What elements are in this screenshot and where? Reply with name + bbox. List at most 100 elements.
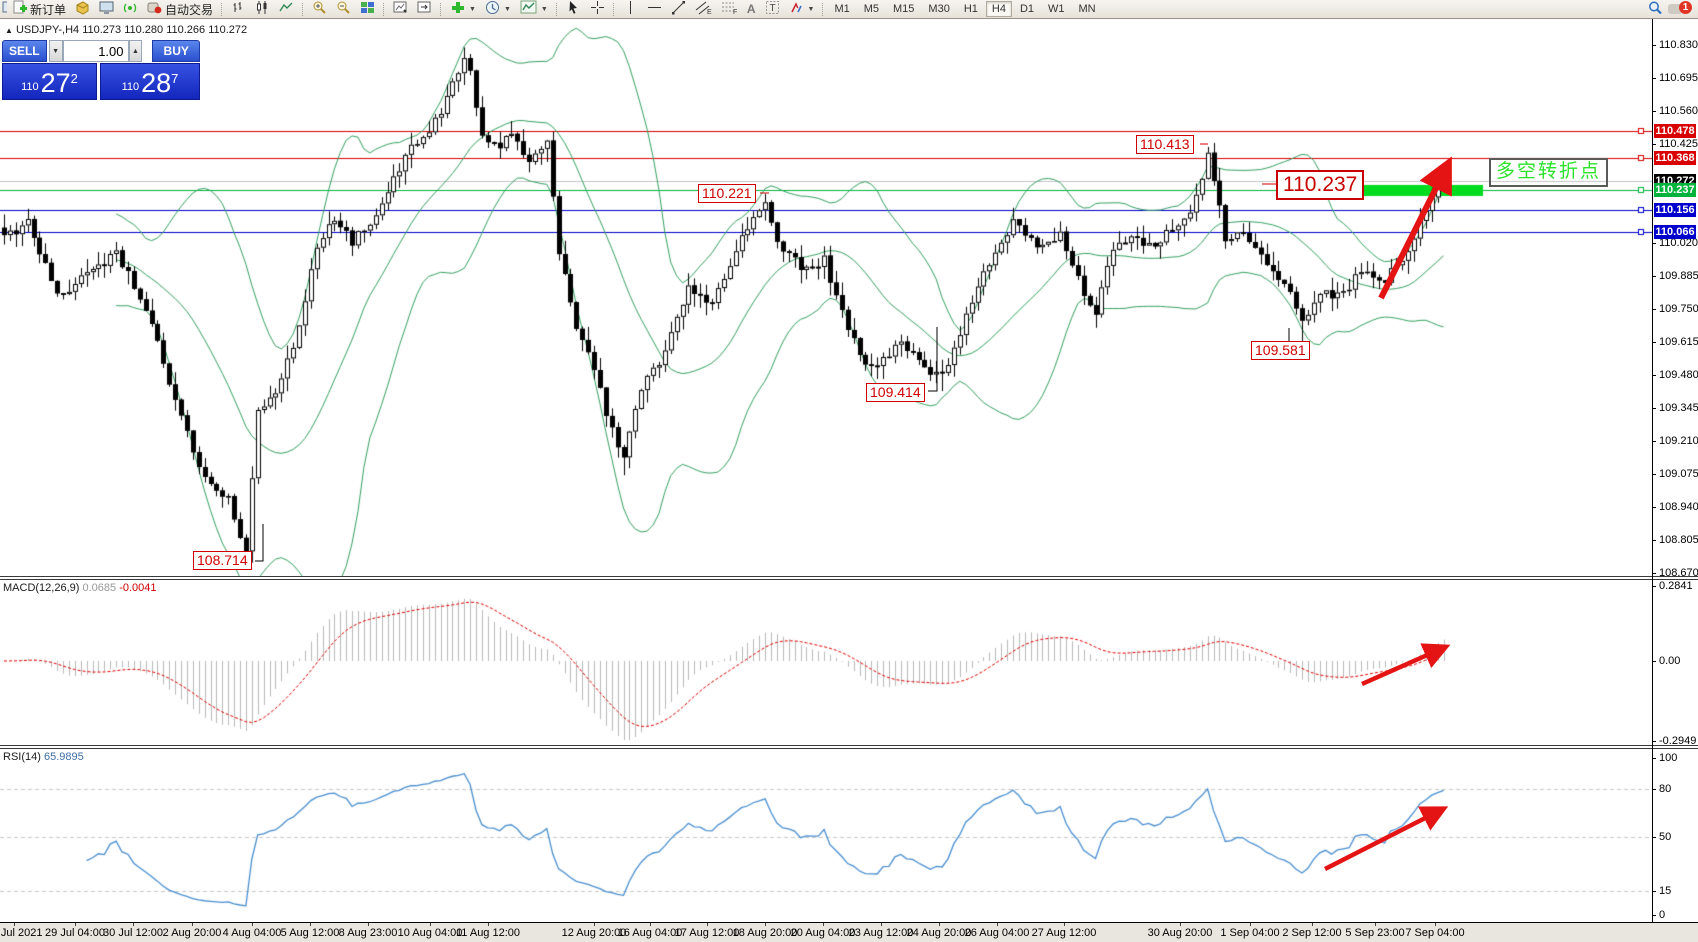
main-price-chart[interactable] <box>0 18 1652 576</box>
timeframe-m30[interactable]: M30 <box>928 3 950 15</box>
dropdown-caret-icon: ▼ <box>540 5 548 13</box>
dropdown-caret-icon: ▼ <box>503 5 511 13</box>
trendline-tool-button[interactable] <box>667 0 690 19</box>
price-annotation-label[interactable]: 108.714 <box>193 551 252 570</box>
line-chart-icon <box>279 0 294 18</box>
collapse-arrow-icon[interactable]: ▲ <box>5 26 13 35</box>
timeframe-h1[interactable]: H1 <box>963 3 978 15</box>
macd-pane[interactable] <box>0 580 1652 745</box>
price-annotation-label[interactable]: 110.221 <box>698 184 756 203</box>
cursor-tool-button[interactable] <box>562 0 585 19</box>
zoom-in-icon <box>312 0 327 18</box>
rsi-pane[interactable] <box>0 749 1652 922</box>
buy-button[interactable]: BUY <box>152 40 200 62</box>
pane-separator[interactable] <box>0 745 1698 749</box>
chart-window-icon <box>2 0 7 19</box>
price-annotation-label[interactable]: 109.414 <box>866 383 925 402</box>
vertical-line-icon <box>623 0 638 18</box>
price-tick-mark <box>1652 374 1656 376</box>
search-icon <box>1647 0 1663 19</box>
dropdown-caret-icon: ▼ <box>469 5 476 13</box>
rsi-label: RSI(14) 65.9895 <box>3 751 84 763</box>
price-annotation-label[interactable]: 110.413 <box>1136 135 1194 154</box>
equidistant-channel-icon: E <box>695 0 712 18</box>
autotrading-button[interactable]: 自动交易 <box>143 0 217 19</box>
vline-tool-button[interactable] <box>619 0 642 19</box>
zoom-out-button[interactable] <box>332 0 355 19</box>
autotrading-label: 自动交易 <box>165 2 214 17</box>
hline-tool-button[interactable] <box>643 0 666 19</box>
auto-arrange-button[interactable] <box>389 0 412 19</box>
rsi-tick-label: 15 <box>1659 885 1672 897</box>
price-tick-label: 109.885 <box>1659 269 1698 282</box>
label-tool-button[interactable]: T <box>761 0 784 19</box>
timeframe-w1[interactable]: W1 <box>1048 3 1065 15</box>
tile-windows-button[interactable] <box>356 0 379 19</box>
notifications-button[interactable]: 1 <box>1668 1 1692 17</box>
price-tick-mark <box>1652 341 1656 343</box>
search-button[interactable] <box>1643 0 1667 19</box>
time-axis-label: 2 Aug 20:00 <box>162 927 222 939</box>
time-tick-mark <box>368 923 369 926</box>
volume-decrease-button[interactable]: ▼ <box>48 40 63 62</box>
time-axis-label: 26 Aug 04:00 <box>964 927 1030 939</box>
svg-text:T: T <box>769 3 775 14</box>
line-chart-mode-button[interactable] <box>275 0 298 19</box>
time-tick-mark <box>488 923 489 926</box>
time-axis-label: 5 Aug 12:00 <box>280 927 340 939</box>
pane-separator[interactable] <box>0 576 1698 580</box>
timeframe-m5[interactable]: M5 <box>863 3 880 15</box>
timeframe-d1[interactable]: D1 <box>1019 3 1035 15</box>
price-tick-label: 110.020 <box>1659 236 1698 249</box>
signals-button[interactable] <box>119 0 142 19</box>
arrows-tool-button[interactable]: ▼ <box>785 0 819 19</box>
time-tick-mark <box>707 923 708 926</box>
tile-windows-icon <box>360 0 375 18</box>
key-level-label[interactable]: 110.237 <box>1276 170 1365 200</box>
chart-shift-button[interactable] <box>413 0 436 19</box>
market-watch-button[interactable] <box>71 0 94 19</box>
indicators-list-button[interactable]: ▼ <box>516 0 552 19</box>
sell-price-display[interactable]: 110 27 2 <box>2 63 97 100</box>
rsi-tick-mark <box>1652 789 1656 790</box>
timeframe-m1[interactable]: M1 <box>834 3 850 15</box>
candle-chart-mode-button[interactable] <box>251 0 274 19</box>
period-button[interactable]: ▼ <box>481 0 515 19</box>
price-tick-label: 109.210 <box>1659 434 1698 447</box>
text-tool-button[interactable]: A <box>743 0 760 19</box>
timeframe-h4[interactable]: H4 <box>985 1 1012 17</box>
cursor-icon <box>566 0 581 18</box>
price-tick-label: 110.830 <box>1659 39 1698 51</box>
turning-point-note[interactable]: 多空转折点 <box>1489 158 1609 187</box>
fibonacci-tool-button[interactable]: F <box>717 0 742 19</box>
volume-input[interactable] <box>62 40 129 62</box>
time-tick-mark <box>1064 923 1065 926</box>
crosshair-tool-button[interactable] <box>586 0 609 19</box>
macd-tick-label: 0.2841 <box>1659 580 1693 592</box>
timeframe-mn[interactable]: MN <box>1078 3 1096 15</box>
bar-chart-icon <box>231 0 246 18</box>
timeframe-m15[interactable]: M15 <box>893 3 915 15</box>
terminal-button[interactable] <box>95 0 118 19</box>
symbol-info: ▲ USDJPY-,H4 110.273 110.280 110.266 110… <box>5 24 247 36</box>
buy-price-display[interactable]: 110 28 7 <box>100 63 200 100</box>
channel-tool-button[interactable]: E <box>691 0 716 19</box>
rsi-tick-label: 0 <box>1659 909 1666 921</box>
bar-chart-mode-button[interactable] <box>227 0 250 19</box>
time-tick-mark <box>192 923 193 926</box>
time-axis-label: 27 Jul 2021 <box>0 927 43 939</box>
toolbar-separator <box>437 2 445 17</box>
price-badge: 110.237 <box>1654 182 1696 197</box>
time-tick-mark <box>939 923 940 926</box>
volume-increase-button[interactable]: ▲ <box>128 40 143 62</box>
cube-icon <box>75 0 90 18</box>
symbol-ohlc-text: USDJPY-,H4 110.273 110.280 110.266 110.2… <box>15 24 248 36</box>
zoom-in-button[interactable] <box>308 0 331 19</box>
price-annotation-label[interactable]: 109.581 <box>1251 341 1310 360</box>
rsi-tick-mark <box>1652 837 1656 838</box>
add-indicator-button[interactable]: ▼ <box>446 0 480 19</box>
svg-text:F: F <box>733 9 737 15</box>
new-order-button[interactable]: 新订单 <box>8 0 70 19</box>
sell-button[interactable]: SELL <box>2 40 47 62</box>
